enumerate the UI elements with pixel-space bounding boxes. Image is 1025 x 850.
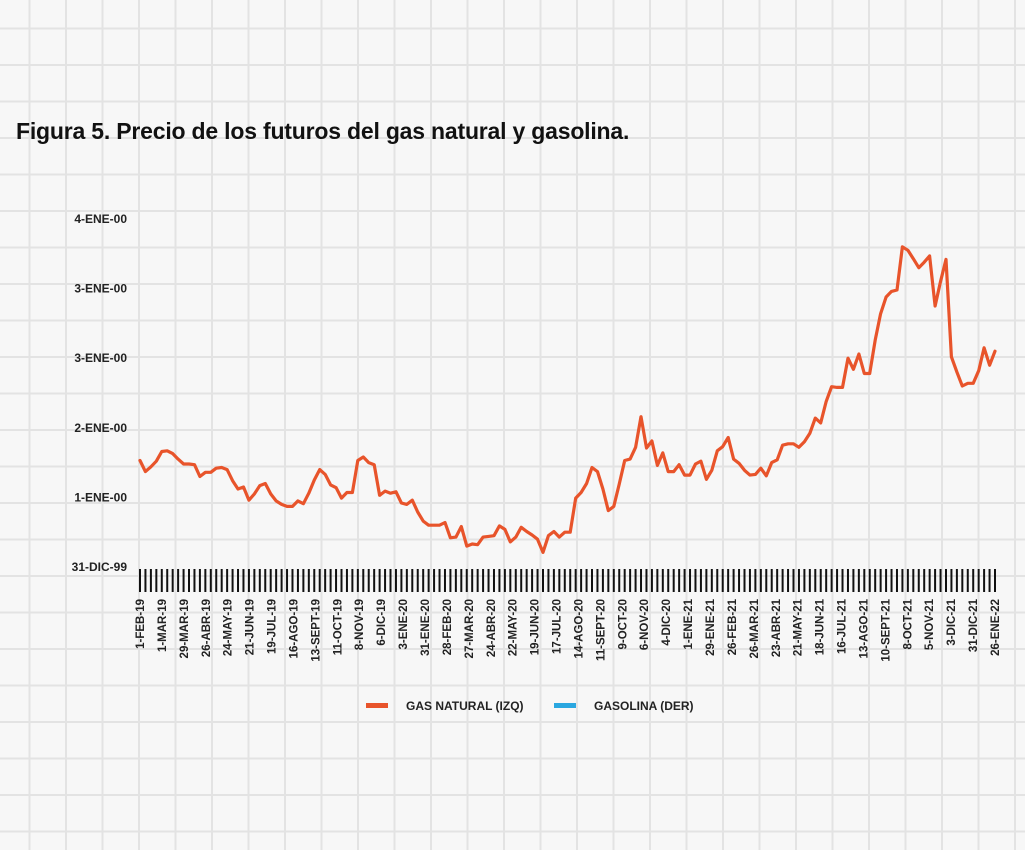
y-tick-label: 31-DIC-99 [72,560,128,574]
y-tick-label: 4-ENE-00 [74,212,127,226]
x-tick-label: 1-ENE-21 [683,598,695,649]
x-tick-label: 16-AGO-19 [288,599,300,658]
x-tick-label: 27-MAR-20 [464,599,476,658]
x-tick-label: 31-DIC-21 [968,598,980,652]
x-tick-label: 21-JUN-19 [245,599,257,655]
x-tick-label: 6-DIC-19 [376,599,388,646]
x-tick-label: 6-NOV-20 [639,599,651,650]
x-tick-label: 28-FEB-20 [442,599,454,655]
x-tick-label: 26-FEB-21 [727,598,739,655]
x-tick-label: 26-MAR-21 [749,598,761,658]
x-tick-label: 9-OCT-20 [617,599,629,650]
x-tick-label: 19-JUN-20 [530,599,542,655]
series-line-gas-natural [138,245,997,555]
y-tick-label: 3-ENE-00 [74,351,127,365]
x-tick-label: 16-JUL-21 [837,598,849,654]
x-tick-label: 26-ENE-22 [990,599,1002,656]
x-tick-label: 11-OCT-19 [332,599,344,655]
y-tick-label: 3-ENE-00 [74,282,127,296]
x-tick-label: 11-SEPT-20 [595,599,607,661]
x-tick-label: 26-ABR-19 [201,599,213,657]
x-tick-label: 29-ENE-21 [705,598,717,655]
x-tick-label: 5-NOV-21 [924,598,936,650]
x-tick-label: 13-AGO-21 [858,598,870,658]
x-tick-label: 8-OCT-21 [902,598,914,649]
x-axis-labels: 1-FEB-19 1-MAR-19 29-MAR-19 26-ABR-19 24-MAY… [135,598,1002,661]
chart-title: Figura 5. Precio de los futuros del gas … [16,118,630,144]
x-tick-label: 23-ABR-21 [771,598,783,657]
x-tick-label: 29-MAR-19 [179,599,191,658]
x-tick-label: 14-AGO-20 [573,599,585,658]
legend: GAS NATURAL (IZQ) GASOLINA (DER) [366,699,694,713]
x-tick-label: 10-SEPT-21 [880,598,892,661]
x-tick-label: 24-MAY-19 [223,599,235,656]
legend-label: GASOLINA (DER) [594,699,694,713]
x-tick-label: 22-MAY-20 [508,599,520,656]
x-tick-label: 8-NOV-19 [354,599,366,650]
legend-label: GAS NATURAL (IZQ) [406,699,524,713]
x-tick-label: 19-JUL-19 [267,599,279,654]
legend-swatch [366,703,388,708]
x-tick-label: 3-ENE-20 [398,599,410,650]
x-tick-label: 13-SEPT-19 [310,599,322,662]
series-layer [138,245,997,555]
x-tick-label: 31-ENE-20 [420,599,432,656]
x-tick-label: 1-FEB-19 [135,599,147,649]
x-tick-label: 4-DIC-20 [661,599,673,646]
x-tick-label: 17-JUL-20 [552,599,564,654]
x-tick-label: 1-MAR-19 [157,599,169,652]
x-tick-label: 21-MAY-21 [793,598,805,656]
x-tick-label: 3-DIC-21 [946,598,958,645]
x-tick-label: 24-ABR-20 [486,599,498,657]
legend-swatch [554,703,576,708]
x-axis-ticks [139,569,996,592]
y-axis-ticks: 31-DIC-99 1-ENE-00 2-ENE-00 3-ENE-00 3-ENE-0… [72,212,128,574]
x-tick-label: 18-JUN-21 [815,598,827,655]
y-tick-label: 2-ENE-00 [74,421,127,435]
y-tick-label: 1-ENE-00 [74,490,127,504]
